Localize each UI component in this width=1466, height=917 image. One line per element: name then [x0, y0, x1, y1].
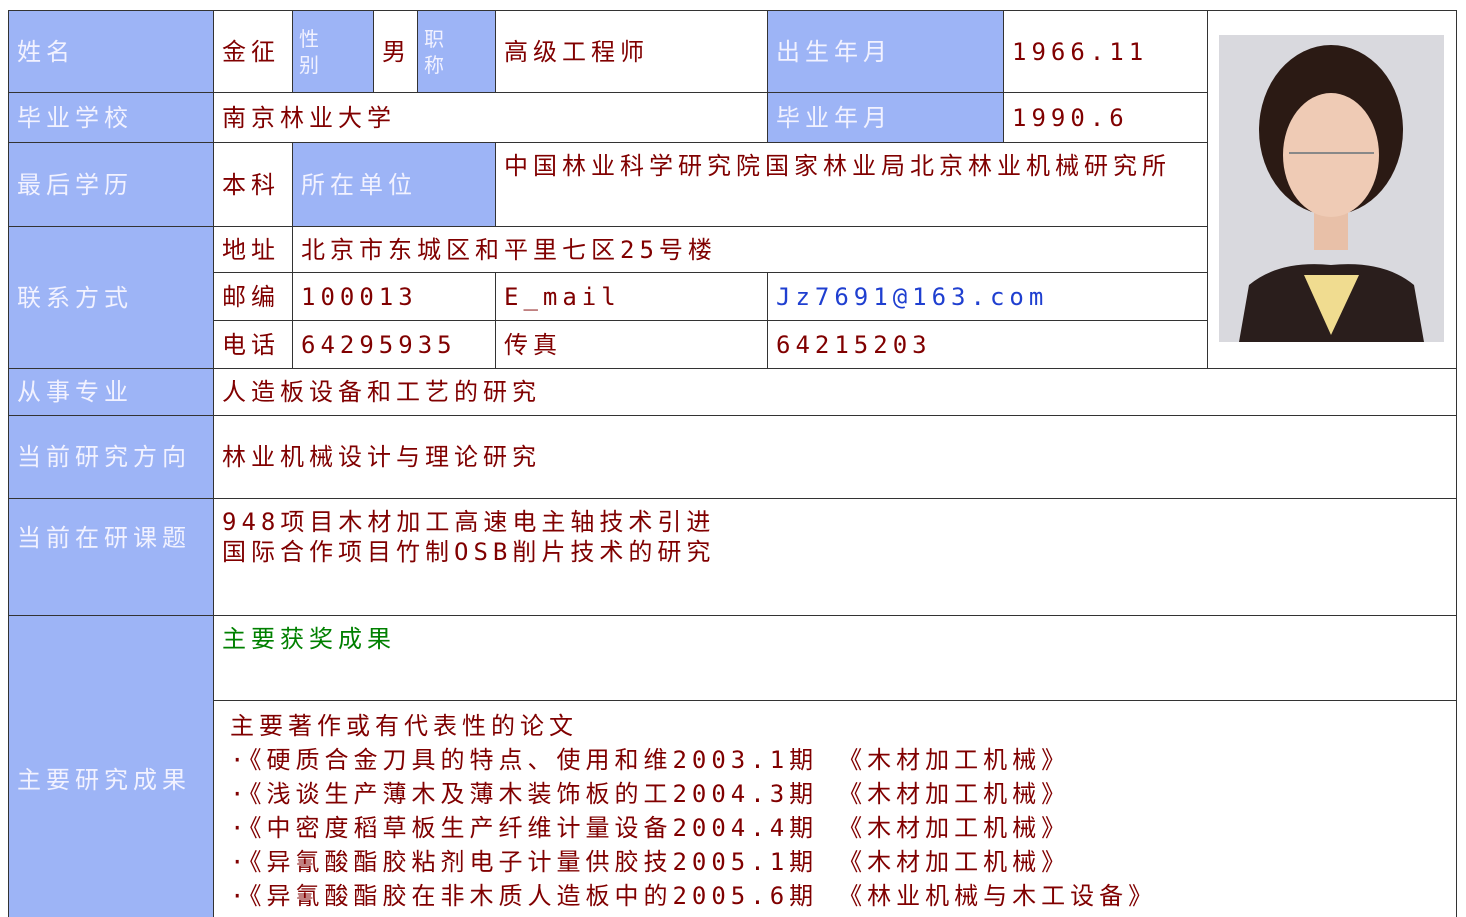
value-cell: 中国林业科学研究院国家林业局北京林业机械研究所	[495, 142, 1208, 227]
value-cell: 100013	[292, 272, 496, 321]
paper-journal: 《木材加工机械》	[838, 780, 1071, 808]
value-cell: 本科	[213, 142, 293, 227]
awards-title: 主要获奖成果	[213, 615, 1457, 701]
label-cell: 所在单位	[292, 142, 496, 227]
paper-journal: 《木材加工机械》	[838, 746, 1071, 774]
value-cell: 1990.6	[1003, 92, 1208, 143]
paper-issue: 2004.3期	[672, 780, 819, 808]
label-cell: 职称	[417, 10, 496, 93]
label-cell: 从事专业	[8, 368, 214, 416]
label-cell: 性别	[292, 10, 374, 93]
label-cell: 主要研究成果	[8, 615, 214, 917]
paper-line: ·《中密度稻草板生产纤维计量设备2004.4期 《木材加工机械》	[230, 811, 1070, 845]
value-cell: 人造板设备和工艺的研究	[213, 368, 1457, 416]
paper-title: ·《异氰酸酯胶在非木质人造板中的	[230, 882, 673, 910]
sub-label-cell: 地址	[213, 226, 293, 273]
value-cell: 男	[373, 10, 418, 93]
email-link[interactable]: Jz7691@163.com	[767, 272, 1208, 321]
paper-issue: 2003.1期	[672, 746, 819, 774]
paper-journal: 《木材加工机械》	[838, 848, 1071, 876]
value-cell: 林业机械设计与理论研究	[213, 415, 1457, 499]
value-cell: 64295935	[292, 320, 496, 369]
sub-label-cell: 传真	[495, 320, 768, 369]
papers-title: 主要著作或有代表性的论文	[230, 712, 578, 740]
photo-cell	[1207, 10, 1457, 369]
value-cell: 金征	[213, 10, 293, 93]
paper-journal: 《林业机械与木工设备》	[838, 882, 1158, 910]
label-text: 性别	[299, 26, 321, 77]
projects-cell: 948项目木材加工高速电主轴技术引进 国际合作项目竹制OSB削片技术的研究	[213, 498, 1457, 616]
label-cell: 最后学历	[8, 142, 214, 227]
paper-issue: 2004.4期	[672, 814, 819, 842]
label-text: 职称	[424, 26, 446, 77]
project-line: 国际合作项目竹制OSB削片技术的研究	[222, 538, 716, 566]
paper-line: ·《浅谈生产薄木及薄木装饰板的工2004.3期 《木材加工机械》	[230, 777, 1070, 811]
label-cell: 当前在研课题	[8, 498, 214, 616]
photo	[1219, 35, 1444, 342]
paper-journal: 《木材加工机械》	[838, 814, 1071, 842]
label-cell: 毕业学校	[8, 92, 214, 143]
label-cell: 毕业年月	[767, 92, 1004, 143]
label-cell: 当前研究方向	[8, 415, 214, 499]
value-cell: 1966.11	[1003, 10, 1208, 93]
paper-line: ·《异氰酸酯胶粘剂电子计量供胶技2005.1期 《木材加工机械》	[230, 845, 1070, 879]
project-line: 948项目木材加工高速电主轴技术引进	[222, 508, 716, 536]
paper-line: ·《异氰酸酯胶在非木质人造板中的2005.6期 《林业机械与木工设备》	[230, 879, 1157, 913]
paper-title: ·《硬质合金刀具的特点、使用和维	[230, 746, 673, 774]
paper-title: ·《浅谈生产薄木及薄木装饰板的工	[230, 780, 673, 808]
label-cell: 出生年月	[767, 10, 1004, 93]
label-cell: 联系方式	[8, 226, 214, 369]
value-cell: 南京林业大学	[213, 92, 768, 143]
sub-label-cell: 邮编	[213, 272, 293, 321]
value-cell: 高级工程师	[495, 10, 768, 93]
value-cell: 64215203	[767, 320, 1208, 369]
paper-title: ·《中密度稻草板生产纤维计量设备	[230, 814, 673, 842]
paper-issue: 2005.6期	[672, 882, 819, 910]
label-cell: 姓名	[8, 10, 214, 93]
value-cell: 北京市东城区和平里七区25号楼	[292, 226, 1208, 273]
paper-issue: 2005.1期	[672, 848, 819, 876]
paper-title: ·《异氰酸酯胶粘剂电子计量供胶技	[230, 848, 673, 876]
paper-line: ·《硬质合金刀具的特点、使用和维2003.1期 《木材加工机械》	[230, 743, 1070, 777]
sub-label-cell: 电话	[213, 320, 293, 369]
papers-cell: 主要著作或有代表性的论文 ·《硬质合金刀具的特点、使用和维2003.1期 《木材加…	[213, 700, 1457, 917]
sub-label-cell: E_mail	[495, 272, 768, 321]
